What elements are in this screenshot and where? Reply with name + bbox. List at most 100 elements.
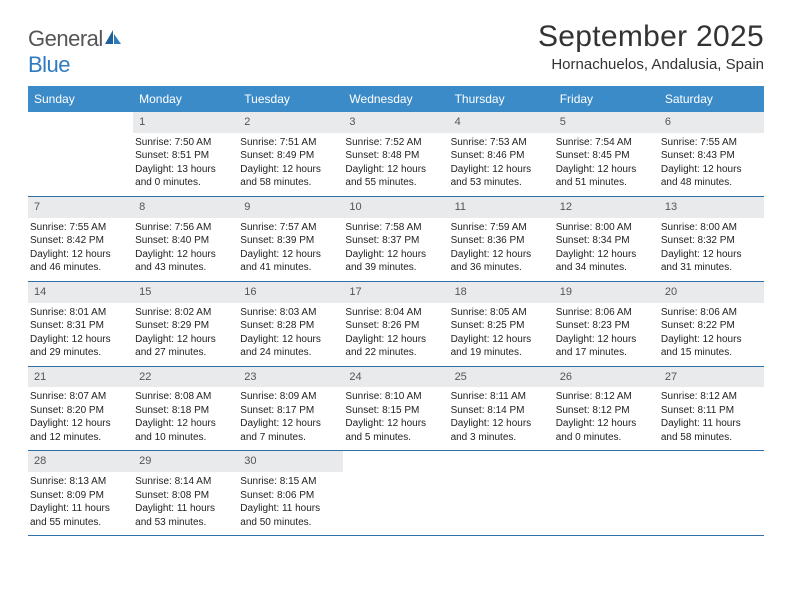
calendar-day: 27Sunrise: 8:12 AMSunset: 8:11 PMDayligh… — [659, 367, 764, 451]
day-details: Sunrise: 8:04 AMSunset: 8:26 PMDaylight:… — [343, 306, 448, 360]
sunrise-text: Sunrise: 8:00 AM — [556, 221, 655, 235]
daylight-text: Daylight: 12 hours and 24 minutes. — [240, 333, 339, 360]
calendar-day: 15Sunrise: 8:02 AMSunset: 8:29 PMDayligh… — [133, 282, 238, 366]
sunrise-text: Sunrise: 8:12 AM — [661, 390, 760, 404]
sunset-text: Sunset: 8:17 PM — [240, 404, 339, 418]
sunset-text: Sunset: 8:39 PM — [240, 234, 339, 248]
sunset-text: Sunset: 8:43 PM — [661, 149, 760, 163]
sunset-text: Sunset: 8:46 PM — [451, 149, 550, 163]
day-number: 19 — [554, 282, 659, 303]
sunrise-text: Sunrise: 8:09 AM — [240, 390, 339, 404]
day-details: Sunrise: 8:10 AMSunset: 8:15 PMDaylight:… — [343, 390, 448, 444]
day-number: 12 — [554, 197, 659, 218]
weekday-header: Wednesday — [343, 86, 448, 112]
sunrise-text: Sunrise: 8:08 AM — [135, 390, 234, 404]
day-number: 11 — [449, 197, 554, 218]
daylight-text: Daylight: 12 hours and 48 minutes. — [661, 163, 760, 190]
daylight-text: Daylight: 12 hours and 0 minutes. — [556, 417, 655, 444]
brand-part2: Blue — [28, 52, 70, 77]
sunrise-text: Sunrise: 8:12 AM — [556, 390, 655, 404]
calendar-day: 14 Sunrise: 8:01 AMSunset: 8:31 PMDayligh… — [28, 282, 133, 366]
daylight-text: Daylight: 12 hours and 53 minutes. — [451, 163, 550, 190]
day-number: 7 — [28, 197, 133, 218]
calendar-day: 1Sunrise: 7:50 AMSunset: 8:51 PMDaylight… — [133, 112, 238, 196]
weeks-container: .1Sunrise: 7:50 AMSunset: 8:51 PMDayligh… — [28, 112, 764, 536]
calendar-day: 2Sunrise: 7:51 AMSunset: 8:49 PMDaylight… — [238, 112, 343, 196]
weekday-header: Thursday — [449, 86, 554, 112]
day-details: Sunrise: 8:01 AMSunset: 8:31 PMDaylight:… — [28, 306, 133, 360]
sunrise-text: Sunrise: 8:06 AM — [661, 306, 760, 320]
sunset-text: Sunset: 8:14 PM — [451, 404, 550, 418]
day-number: 27 — [659, 367, 764, 388]
sunset-text: Sunset: 8:36 PM — [451, 234, 550, 248]
calendar-day: 22Sunrise: 8:08 AMSunset: 8:18 PMDayligh… — [133, 367, 238, 451]
calendar-day: 17Sunrise: 8:04 AMSunset: 8:26 PMDayligh… — [343, 282, 448, 366]
sunset-text: Sunset: 8:22 PM — [661, 319, 760, 333]
day-details: Sunrise: 7:50 AMSunset: 8:51 PMDaylight:… — [133, 136, 238, 190]
day-number: 21 — [28, 367, 133, 388]
day-details: Sunrise: 8:08 AMSunset: 8:18 PMDaylight:… — [133, 390, 238, 444]
calendar-week: 7Sunrise: 7:55 AMSunset: 8:42 PMDaylight… — [28, 197, 764, 282]
sunrise-text: Sunrise: 7:53 AM — [451, 136, 550, 150]
day-details: Sunrise: 8:06 AMSunset: 8:23 PMDaylight:… — [554, 306, 659, 360]
sunrise-text: Sunrise: 8:00 AM — [661, 221, 760, 235]
sunset-text: Sunset: 8:45 PM — [556, 149, 655, 163]
day-details: Sunrise: 7:58 AMSunset: 8:37 PMDaylight:… — [343, 221, 448, 275]
daylight-text: Daylight: 12 hours and 10 minutes. — [135, 417, 234, 444]
daylight-text: Daylight: 11 hours and 58 minutes. — [661, 417, 760, 444]
daylight-text: Daylight: 12 hours and 12 minutes. — [30, 417, 129, 444]
daylight-text: Daylight: 12 hours and 31 minutes. — [661, 248, 760, 275]
day-number: 8 — [133, 197, 238, 218]
calendar-week: 14 Sunrise: 8:01 AMSunset: 8:31 PMDayligh… — [28, 282, 764, 367]
day-number: 14 — [28, 282, 133, 303]
daylight-text: Daylight: 12 hours and 43 minutes. — [135, 248, 234, 275]
header: GeneralBlue September 2025 Hornachuelos,… — [28, 20, 764, 78]
calendar-day: 26 Sunrise: 8:12 AMSunset: 8:12 PMDayligh… — [554, 367, 659, 451]
calendar: SundayMondayTuesdayWednesdayThursdayFrid… — [28, 86, 764, 536]
sunrise-text: Sunrise: 7:55 AM — [661, 136, 760, 150]
daylight-text: Daylight: 12 hours and 41 minutes. — [240, 248, 339, 275]
sunset-text: Sunset: 8:12 PM — [556, 404, 655, 418]
calendar-day: . — [554, 451, 659, 535]
day-number: 20 — [659, 282, 764, 303]
sunset-text: Sunset: 8:08 PM — [135, 489, 234, 503]
daylight-text: Daylight: 12 hours and 58 minutes. — [240, 163, 339, 190]
sunset-text: Sunset: 8:06 PM — [240, 489, 339, 503]
sunset-text: Sunset: 8:28 PM — [240, 319, 339, 333]
day-details: Sunrise: 7:55 AMSunset: 8:43 PMDaylight:… — [659, 136, 764, 190]
sunrise-text: Sunrise: 8:15 AM — [240, 475, 339, 489]
sunrise-text: Sunrise: 7:54 AM — [556, 136, 655, 150]
calendar-day: . — [28, 112, 133, 196]
calendar-day: 24Sunrise: 8:10 AMSunset: 8:15 PMDayligh… — [343, 367, 448, 451]
sunset-text: Sunset: 8:25 PM — [451, 319, 550, 333]
day-details: Sunrise: 7:54 AMSunset: 8:45 PMDaylight:… — [554, 136, 659, 190]
sunrise-text: Sunrise: 8:06 AM — [556, 306, 655, 320]
daylight-text: Daylight: 12 hours and 36 minutes. — [451, 248, 550, 275]
brand-logo: GeneralBlue — [28, 26, 123, 78]
daylight-text: Daylight: 12 hours and 27 minutes. — [135, 333, 234, 360]
title-block: September 2025 Hornachuelos, Andalusia, … — [538, 20, 764, 73]
day-number: 2 — [238, 112, 343, 133]
day-details: Sunrise: 8:05 AMSunset: 8:25 PMDaylight:… — [449, 306, 554, 360]
day-number: 15 — [133, 282, 238, 303]
sunrise-text: Sunrise: 7:59 AM — [451, 221, 550, 235]
daylight-text: Daylight: 12 hours and 39 minutes. — [345, 248, 444, 275]
sunset-text: Sunset: 8:29 PM — [135, 319, 234, 333]
sunset-text: Sunset: 8:09 PM — [30, 489, 129, 503]
weekday-header: Saturday — [659, 86, 764, 112]
sunset-text: Sunset: 8:51 PM — [135, 149, 234, 163]
sunset-text: Sunset: 8:37 PM — [345, 234, 444, 248]
day-number: 26 — [554, 367, 659, 388]
day-details: Sunrise: 8:09 AMSunset: 8:17 PMDaylight:… — [238, 390, 343, 444]
day-number: 18 — [449, 282, 554, 303]
day-number: 4 — [449, 112, 554, 133]
sunset-text: Sunset: 8:49 PM — [240, 149, 339, 163]
sunrise-text: Sunrise: 7:52 AM — [345, 136, 444, 150]
daylight-text: Daylight: 13 hours and 0 minutes. — [135, 163, 234, 190]
calendar-day: 8Sunrise: 7:56 AMSunset: 8:40 PMDaylight… — [133, 197, 238, 281]
sunrise-text: Sunrise: 8:01 AM — [30, 306, 129, 320]
sunset-text: Sunset: 8:34 PM — [556, 234, 655, 248]
calendar-day: 28Sunrise: 8:13 AMSunset: 8:09 PMDayligh… — [28, 451, 133, 535]
sunrise-text: Sunrise: 8:10 AM — [345, 390, 444, 404]
page-title: September 2025 — [538, 20, 764, 54]
